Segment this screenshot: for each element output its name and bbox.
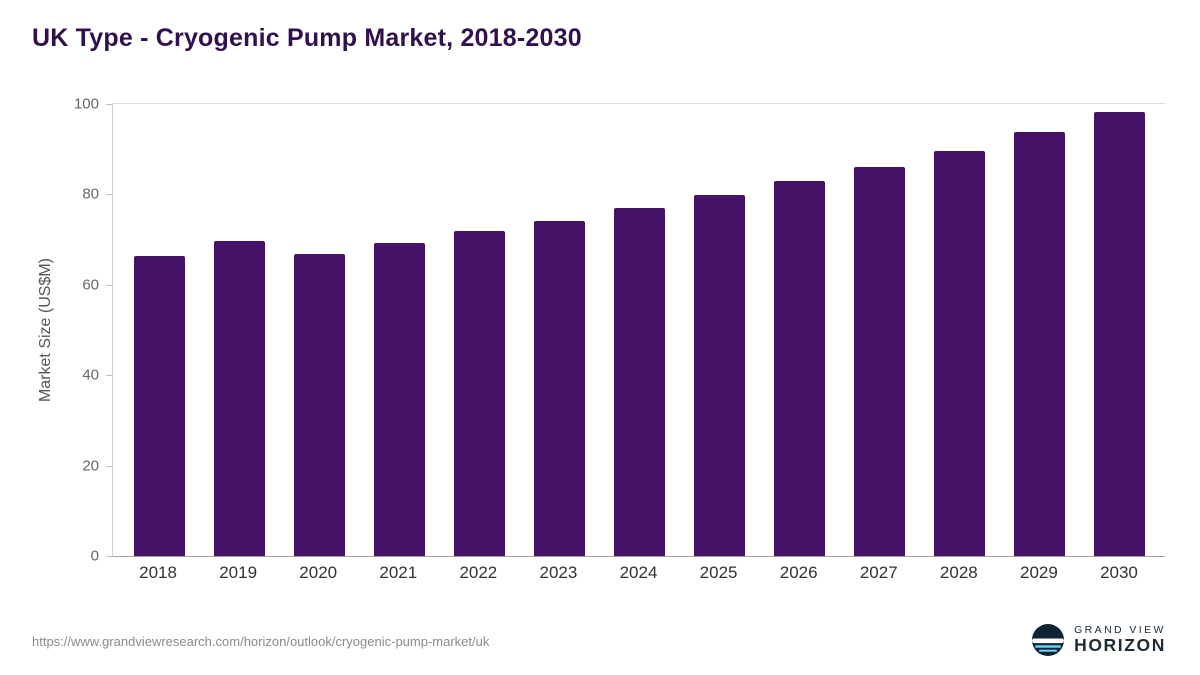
brand-logo: GRAND VIEW HORIZON xyxy=(1031,623,1166,657)
bar-cell-2025 xyxy=(679,104,759,556)
bar-2020[interactable] xyxy=(293,254,345,556)
y-tick-mark xyxy=(106,375,113,377)
x-label-cell-2023: 2023 xyxy=(518,563,598,583)
bar-series xyxy=(113,104,1165,556)
bar-cell-2028 xyxy=(919,104,999,556)
x-tick-label: 2021 xyxy=(379,563,418,582)
x-tick-label: 2025 xyxy=(699,563,738,582)
x-tick-label: 2022 xyxy=(459,563,498,582)
bar-cell-2022 xyxy=(439,104,519,556)
bar-2025[interactable] xyxy=(693,195,745,556)
x-label-cell-2027: 2027 xyxy=(839,563,919,583)
x-label-cell-2029: 2029 xyxy=(999,563,1079,583)
bar-cell-2029 xyxy=(999,104,1079,556)
bar-cell-2027 xyxy=(839,104,919,556)
bar-cell-2026 xyxy=(759,104,839,556)
y-tick-mark xyxy=(106,556,113,557)
x-label-cell-2025: 2025 xyxy=(679,563,759,583)
horizon-logo-icon xyxy=(1032,624,1065,656)
bar-cell-2021 xyxy=(359,104,439,556)
bar-2029[interactable] xyxy=(1013,131,1065,556)
bar-2026[interactable] xyxy=(773,181,825,556)
bar-2021[interactable] xyxy=(373,243,425,556)
y-tick-mark xyxy=(106,284,113,286)
x-axis-labels: 2018 2019 2020 2021 2022 2023 2024 2025 2026 2027… xyxy=(112,563,1165,583)
brand-name-bottom: HORIZON xyxy=(1074,635,1166,656)
bar-2024[interactable] xyxy=(613,208,665,556)
brand-text: GRAND VIEW HORIZON xyxy=(1074,624,1166,656)
y-tick-label: 100 xyxy=(73,95,99,113)
x-tick-label: 2026 xyxy=(779,563,818,582)
y-tick-label: 40 xyxy=(82,366,99,384)
chart-title: UK Type - Cryogenic Pump Market, 2018-20… xyxy=(32,24,582,52)
bar-cell-2019 xyxy=(199,104,279,556)
bar-2028[interactable] xyxy=(933,151,985,556)
x-tick-label: 2018 xyxy=(139,563,177,582)
x-label-cell-2024: 2024 xyxy=(598,563,678,583)
bar-cell-2020 xyxy=(279,104,359,556)
x-label-cell-2026: 2026 xyxy=(759,563,839,583)
x-tick-label: 2020 xyxy=(299,563,338,582)
x-label-cell-2030: 2030 xyxy=(1079,563,1159,583)
x-label-cell-2028: 2028 xyxy=(919,563,999,583)
x-label-cell-2020: 2020 xyxy=(278,563,358,583)
bar-2019[interactable] xyxy=(213,241,265,556)
y-tick-label: 80 xyxy=(82,185,99,203)
plot-area: 0 20 40 60 80 100 xyxy=(74,96,1165,565)
y-tick-mark xyxy=(106,465,113,467)
x-tick-label: 2029 xyxy=(1019,563,1058,582)
bar-2018[interactable] xyxy=(133,255,185,556)
bar-2030[interactable] xyxy=(1093,112,1145,556)
bar-cell-2018 xyxy=(119,104,199,556)
x-tick-label: 2023 xyxy=(539,563,578,582)
y-axis-title: Market Size (US$M) xyxy=(37,257,54,403)
x-tick-label: 2027 xyxy=(859,563,898,582)
x-label-cell-2018: 2018 xyxy=(118,563,198,583)
y-tick-label: 20 xyxy=(82,457,99,475)
bar-2023[interactable] xyxy=(533,221,585,556)
y-tick-label: 0 xyxy=(90,547,99,565)
bar-cell-2023 xyxy=(519,104,599,556)
bar-cell-2024 xyxy=(599,104,679,556)
y-tick-mark xyxy=(106,194,113,196)
x-tick-label: 2028 xyxy=(939,563,978,582)
y-tick-label: 60 xyxy=(82,276,99,294)
bar-2027[interactable] xyxy=(853,166,905,556)
source-url: https://www.grandviewresearch.com/horizo… xyxy=(32,634,490,649)
bar-cell-2030 xyxy=(1079,104,1159,556)
x-tick-label: 2024 xyxy=(619,563,658,582)
x-tick-label: 2019 xyxy=(219,563,258,582)
x-label-cell-2021: 2021 xyxy=(358,563,438,583)
x-label-cell-2022: 2022 xyxy=(438,563,518,583)
bar-2022[interactable] xyxy=(453,231,505,556)
y-tick-mark xyxy=(106,104,113,105)
brand-name-top: GRAND VIEW xyxy=(1074,624,1166,637)
x-tick-label: 2030 xyxy=(1100,563,1138,582)
x-label-cell-2019: 2019 xyxy=(198,563,278,583)
